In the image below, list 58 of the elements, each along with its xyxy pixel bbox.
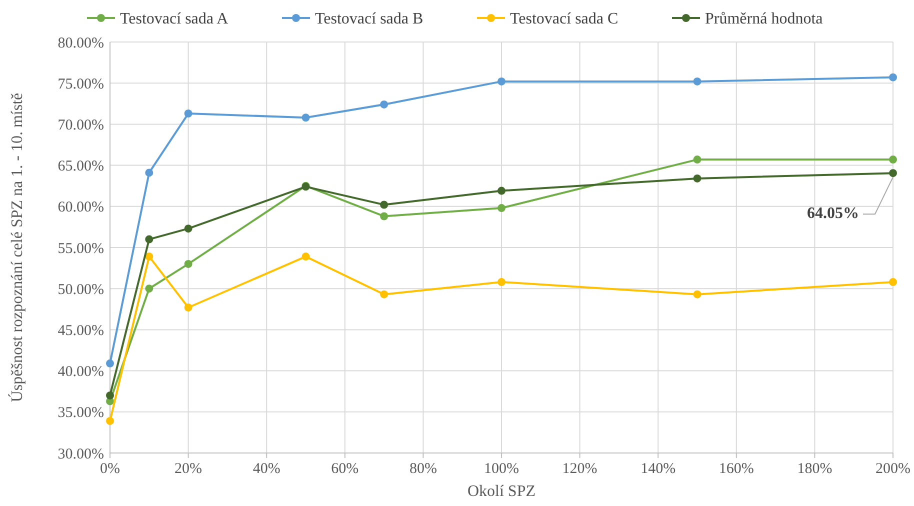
legend-label: Testovací sada A (120, 10, 229, 28)
x-tick-label: 100% (484, 461, 519, 477)
x-tick-label: 120% (562, 461, 598, 477)
point (184, 304, 192, 312)
y-tick-label: 30.00% (58, 446, 104, 462)
point (889, 278, 897, 286)
point (498, 186, 506, 195)
y-axis-title: Úspěšnost rozpoznání celé SPZ na 1. - 10. místě (8, 92, 26, 402)
point (380, 200, 388, 209)
point (106, 416, 114, 425)
y-tick-label: 60.00% (58, 200, 104, 216)
y-tick-label: 75.00% (58, 76, 104, 92)
x-axis-title: Okolí SPZ (467, 483, 536, 500)
legend-label: Testovací sada C (510, 10, 618, 28)
point (498, 278, 506, 286)
point (889, 169, 897, 178)
point (693, 290, 702, 298)
legend-label: Testovací sada B (315, 10, 424, 28)
point (145, 284, 154, 293)
x-tick-label: 200% (876, 461, 910, 477)
y-tick-label: 35.00% (58, 405, 104, 422)
y-tick-label: 80.00% (58, 35, 104, 52)
point (184, 260, 192, 268)
y-tick-label: 45.00% (58, 322, 104, 339)
y-tick-label: 70.00% (58, 117, 104, 134)
y-tick-label: 40.00% (58, 364, 104, 380)
point (498, 204, 506, 212)
x-tick-label: 80% (409, 461, 437, 477)
point (145, 235, 154, 244)
point (889, 156, 897, 164)
x-tick-label: 0% (100, 461, 120, 477)
x-tick-label: 180% (797, 461, 832, 477)
point (498, 77, 506, 86)
point (693, 156, 702, 164)
x-tick-label: 140% (640, 461, 676, 477)
point (184, 224, 192, 233)
point (184, 110, 192, 118)
point (106, 359, 114, 368)
point (693, 174, 702, 182)
point (302, 252, 310, 261)
y-tick-label: 65.00% (58, 158, 104, 175)
legend-label: Průměrná hodnota (705, 10, 823, 28)
x-tick-label: 40% (252, 461, 280, 477)
point (145, 168, 154, 177)
y-tick-label: 50.00% (58, 282, 104, 298)
point (380, 100, 388, 108)
x-tick-label: 160% (718, 461, 754, 477)
y-tick-label: 55.00% (58, 240, 104, 257)
point (380, 290, 388, 298)
point (693, 77, 702, 86)
point (889, 73, 897, 82)
x-tick-label: 20% (174, 461, 202, 477)
point (380, 212, 388, 220)
point (302, 114, 310, 122)
annotation: 64.05% (807, 205, 859, 222)
point (106, 391, 114, 400)
x-tick-label: 60% (331, 461, 359, 477)
point (145, 252, 154, 261)
